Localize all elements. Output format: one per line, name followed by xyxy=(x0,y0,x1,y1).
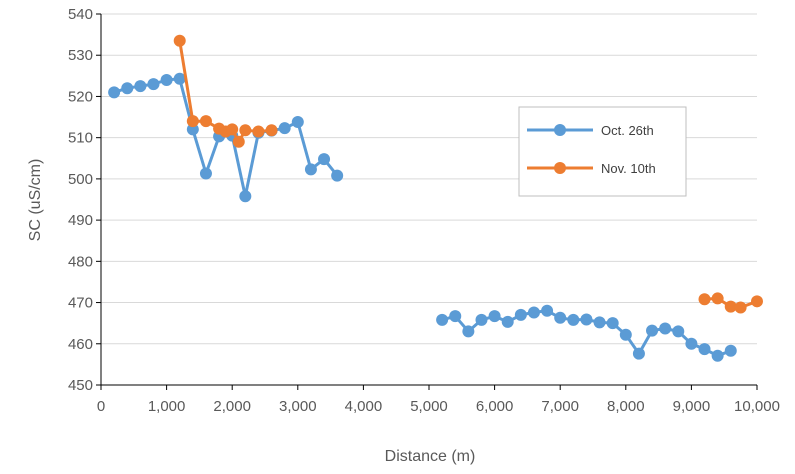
series-1-point xyxy=(711,349,724,362)
x-tick-label-6000: 6,000 xyxy=(476,398,514,415)
series-1-point xyxy=(239,190,252,203)
y-tick-label-460: 460 xyxy=(68,336,93,353)
y-tick-label-500: 500 xyxy=(68,171,93,188)
legend-swatch-marker-2 xyxy=(554,162,566,174)
legend-items: Oct. 26th Nov. 10th xyxy=(527,123,656,176)
series-1-point xyxy=(527,306,540,319)
series-2-point xyxy=(239,124,252,137)
series-2-point xyxy=(734,301,747,314)
series-1-point xyxy=(488,310,501,323)
x-tick-labels: 0 1,000 2,000 3,000 4,000 5,000 6,000 7,000 8,00… xyxy=(97,398,780,415)
series-2-point xyxy=(226,123,239,136)
series-1-point xyxy=(632,347,645,360)
y-tick-label-530: 530 xyxy=(68,47,93,64)
y-tick-label-540: 540 xyxy=(68,6,93,23)
axes xyxy=(96,13,758,390)
series-2-point xyxy=(173,34,186,47)
legend-swatch-marker-1 xyxy=(554,124,566,136)
x-tick-label-2000: 2,000 xyxy=(213,398,251,415)
series-1-point xyxy=(436,313,449,326)
series-1-point xyxy=(606,317,619,330)
series-1-point xyxy=(108,86,121,99)
series-1-point xyxy=(659,322,672,335)
x-tick-label-4000: 4,000 xyxy=(345,398,383,415)
series-1-point xyxy=(698,343,711,356)
y-tick-label-510: 510 xyxy=(68,130,93,147)
series-1-point xyxy=(646,324,659,337)
x-tick-label-8000: 8,000 xyxy=(607,398,645,415)
x-tick-label-3000: 3,000 xyxy=(279,398,317,415)
series-2-point xyxy=(265,124,278,137)
legend-label-2: Nov. 10th xyxy=(601,161,656,176)
series-1-point xyxy=(514,308,527,321)
x-tick-label-0: 0 xyxy=(97,398,105,415)
legend: Oct. 26th Nov. 10th xyxy=(518,106,687,197)
series-1-point xyxy=(173,72,186,85)
series-1-point xyxy=(724,344,737,357)
series-2-point xyxy=(252,125,265,138)
y-axis-title: SC (uS/cm) xyxy=(27,159,44,242)
series-1-point xyxy=(619,328,632,341)
series-2-point xyxy=(186,115,199,128)
series-2-point xyxy=(199,115,212,128)
x-tick-label-5000: 5,000 xyxy=(410,398,448,415)
series-1-point xyxy=(449,310,462,323)
x-tick-label-10000: 10,000 xyxy=(734,398,780,415)
x-tick-label-7000: 7,000 xyxy=(541,398,579,415)
y-tick-label-480: 480 xyxy=(68,253,93,270)
series-1-point xyxy=(160,73,173,86)
series-2-point xyxy=(724,300,737,313)
gridlines xyxy=(101,13,757,386)
series-1-point xyxy=(291,116,304,129)
series-2 xyxy=(173,34,763,314)
series-1-point xyxy=(462,325,475,338)
series-layer xyxy=(108,34,763,362)
y-tick-label-470: 470 xyxy=(68,295,93,312)
series-1-point xyxy=(541,304,554,317)
series-1-point xyxy=(278,122,291,135)
series-1-point xyxy=(134,80,147,93)
series-1-point xyxy=(501,315,514,328)
x-tick-label-9000: 9,000 xyxy=(673,398,711,415)
series-1-point xyxy=(672,325,685,338)
y-tick-labels: 450 460 470 480 490 500 510 520 530 540 xyxy=(68,6,93,394)
y-tick-label-490: 490 xyxy=(68,212,93,229)
series-1-point xyxy=(567,313,580,326)
legend-box xyxy=(518,106,687,197)
series-1-point xyxy=(304,163,317,176)
series-1-point xyxy=(685,337,698,350)
series-1-point xyxy=(554,311,567,324)
series-1-point xyxy=(199,167,212,180)
legend-label-1: Oct. 26th xyxy=(601,123,654,138)
x-tick-label-1000: 1,000 xyxy=(148,398,186,415)
series-1-point xyxy=(580,313,593,326)
series-2-point xyxy=(751,295,763,308)
series-1-point xyxy=(318,153,331,166)
series-1-point xyxy=(331,169,344,182)
series-1-point xyxy=(147,78,160,91)
y-tick-label-520: 520 xyxy=(68,88,93,105)
y-tick-label-450: 450 xyxy=(68,377,93,394)
series-1-point xyxy=(121,82,134,95)
series-1-point xyxy=(593,316,606,329)
series-2-point xyxy=(232,135,245,148)
series-1-point xyxy=(186,123,199,136)
series-1-point xyxy=(475,313,488,326)
x-axis-title: Distance (m) xyxy=(385,448,476,465)
series-2-point xyxy=(698,293,711,306)
series-2-point xyxy=(711,292,724,305)
